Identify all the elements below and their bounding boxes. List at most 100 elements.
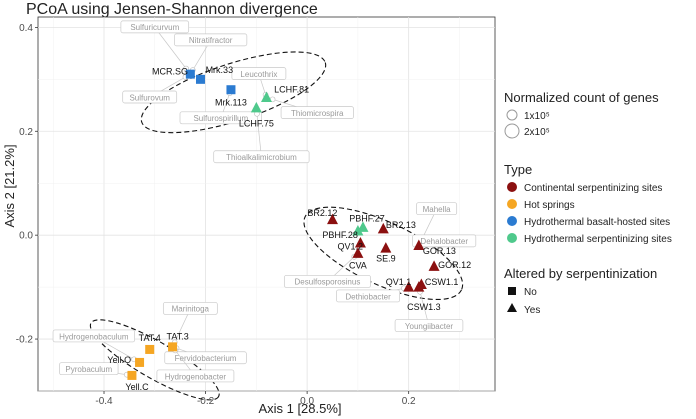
taxon-label-box bbox=[174, 33, 248, 47]
taxon-label: Youngiibacter bbox=[405, 322, 454, 331]
point-label: CSW1.1 bbox=[425, 277, 459, 287]
taxon-label: Sulfurovum bbox=[129, 93, 170, 102]
data-point-square bbox=[135, 357, 145, 367]
ellipse-hotsprings bbox=[89, 319, 220, 401]
point-label: MCR.SG bbox=[152, 67, 188, 77]
taxon-label-box bbox=[231, 67, 287, 80]
legend-size-small-label: 1x10⁵ bbox=[524, 111, 550, 122]
legend-serp-no-marker bbox=[508, 287, 516, 295]
legend-size-small-marker bbox=[506, 109, 518, 121]
point-label: PBHF.28 bbox=[322, 230, 358, 240]
data-point-triangle bbox=[377, 222, 389, 234]
data-point-triangle bbox=[327, 213, 339, 225]
point-label: PBHF.27 bbox=[349, 214, 385, 224]
point-label: CVA bbox=[349, 260, 367, 270]
taxon-label-box bbox=[336, 289, 401, 303]
data-point-triangle bbox=[352, 247, 364, 258]
point-label: SE.9 bbox=[376, 254, 396, 264]
data-point-triangle bbox=[413, 239, 425, 251]
point-label: GOR.13 bbox=[423, 246, 456, 256]
taxon-label-box bbox=[122, 90, 178, 104]
data-point-triangle bbox=[428, 260, 440, 271]
legend-type-serpentinizing-marker bbox=[507, 233, 517, 243]
taxon-label: Sulfurospirillum bbox=[193, 114, 248, 123]
taxon-label-box bbox=[59, 362, 119, 376]
taxon-label-box bbox=[416, 202, 458, 216]
data-point-square bbox=[195, 74, 205, 84]
point-label: LCHF.81 bbox=[274, 85, 309, 95]
data-point-triangle bbox=[413, 281, 425, 292]
point-label: LCHF.75 bbox=[239, 118, 274, 128]
legend-type-serpentinizing-label: Hydrothermal serpentinizing sites bbox=[524, 234, 672, 245]
legend-type-basalt-marker bbox=[507, 216, 517, 226]
taxon-label: Leucothrix bbox=[240, 70, 277, 79]
legend-size-large-label: 2x10⁵ bbox=[524, 127, 550, 138]
taxon-label-box bbox=[394, 319, 464, 332]
taxon-label-box bbox=[283, 275, 371, 288]
data-point-triangle bbox=[250, 101, 262, 113]
legend-type-basalt-label: Hydrothermal basalt-hosted sites bbox=[524, 217, 670, 228]
point-label: BR2.12 bbox=[307, 208, 337, 218]
taxon-label: Mahella bbox=[423, 205, 452, 214]
point-label: Mrk.113 bbox=[215, 98, 247, 108]
data-point-triangle bbox=[403, 281, 415, 292]
chart-title: PCoA using Jensen-Shannon divergence bbox=[26, 1, 318, 18]
point-label: QV1.1 bbox=[386, 277, 412, 287]
taxon-label: Fervidobacterium bbox=[175, 354, 237, 363]
x-axis-title: Axis 1 [28.5%] bbox=[258, 401, 341, 416]
legend-serp-title: Altered by serpentinization bbox=[504, 266, 657, 281]
taxon-label: Thioalkalimicrobium bbox=[226, 153, 297, 162]
x-tick-label: -0.4 bbox=[95, 396, 113, 407]
legend-serp-yes-label: Yes bbox=[524, 305, 540, 316]
y-tick-label: 0.2 bbox=[19, 127, 33, 138]
legend-type-hotsprings-marker bbox=[507, 199, 517, 209]
legend-type-continental-label: Continental serpentinizing sites bbox=[524, 183, 662, 194]
x-tick-label: -0.2 bbox=[197, 396, 215, 407]
legend-serp-yes-marker bbox=[507, 303, 517, 312]
plot-panel: -0.4 -0.2 0.0 0.2 -0.2 0.0 0.2 0.4 Sulfuricurvum… bbox=[16, 16, 496, 407]
taxon-label-box bbox=[164, 351, 247, 365]
y-tick-label: 0.0 bbox=[19, 231, 33, 242]
taxon-label: Hydrogenobaculum bbox=[59, 332, 129, 341]
point-label: TAT.3 bbox=[167, 331, 189, 341]
data-point-square bbox=[185, 69, 195, 79]
y-tick-label: 0.4 bbox=[19, 23, 33, 34]
point-label: GOR.12 bbox=[438, 260, 471, 270]
data-point-square bbox=[127, 370, 137, 380]
data-point-square bbox=[226, 85, 236, 95]
taxon-label-box bbox=[179, 111, 262, 125]
data-point-triangle bbox=[357, 221, 369, 232]
taxon-label: Sulfuricurvum bbox=[130, 23, 179, 32]
taxon-label: Dehalobacter bbox=[420, 237, 468, 246]
data-point-triangle bbox=[352, 225, 364, 236]
data-point-triangle bbox=[261, 91, 272, 103]
taxon-label-box bbox=[52, 329, 136, 343]
x-tick-label: 0.0 bbox=[300, 396, 314, 407]
taxon-label: Marinitoga bbox=[172, 305, 210, 314]
point-label: Mrk.33 bbox=[206, 65, 234, 75]
taxon-label-box bbox=[213, 150, 310, 164]
x-tick-label: 0.2 bbox=[402, 396, 416, 407]
y-axis-title: Axis 2 [21.2%] bbox=[2, 144, 17, 227]
taxon-label-box bbox=[412, 234, 477, 248]
legend-size-large-marker bbox=[504, 123, 520, 139]
taxon-label: Nitratifractor bbox=[189, 36, 233, 45]
point-label: CSW1.3 bbox=[407, 302, 441, 312]
taxon-label-box bbox=[156, 369, 235, 383]
legend-type-hotsprings-label: Hot springs bbox=[524, 200, 575, 211]
taxon-label: Pyrobaculum bbox=[65, 365, 112, 374]
taxon-label: Desulfosporosinus bbox=[295, 278, 361, 287]
legend-type-title: Type bbox=[504, 162, 532, 177]
taxon-label: Dethiobacter bbox=[345, 292, 391, 301]
legend-type-continental-marker bbox=[507, 182, 517, 192]
taxon-label: Hydrogenobacter bbox=[165, 372, 227, 381]
taxon-label: Thiomicrospira bbox=[291, 109, 344, 118]
legend: Normalized count of genes 1x10⁵ 2x10⁵ Ty… bbox=[504, 90, 672, 316]
legend-serp-no-label: No bbox=[524, 287, 537, 298]
data-point-square bbox=[168, 342, 178, 352]
data-point-triangle bbox=[380, 242, 392, 253]
point-label: Yell.O bbox=[107, 355, 131, 365]
point-label: QV1.2 bbox=[338, 242, 364, 252]
